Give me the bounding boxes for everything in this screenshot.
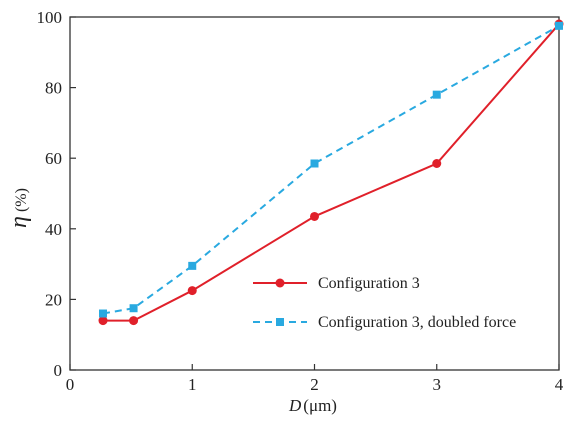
data-point-configuration-3 xyxy=(129,316,138,325)
y-axis-label: η (%) xyxy=(6,188,32,228)
y-tick-label: 40 xyxy=(45,220,62,239)
data-point-configuration-3-doubled-force xyxy=(433,91,441,99)
x-tick-label: 3 xyxy=(433,375,442,394)
legend: Configuration 3 Configuration 3, doubled … xyxy=(253,275,516,331)
x-tick-label: 0 xyxy=(66,375,75,394)
x-axis-symbol: D xyxy=(288,396,302,415)
x-tick-label: 2 xyxy=(310,375,319,394)
data-point-configuration-3-doubled-force xyxy=(188,262,196,270)
y-tick-label: 60 xyxy=(45,149,62,168)
y-tick-label: 0 xyxy=(54,361,63,380)
data-point-configuration-3 xyxy=(310,212,319,221)
legend-label: Configuration 3 xyxy=(318,275,420,292)
data-point-configuration-3-doubled-force xyxy=(311,159,319,167)
data-point-configuration-3-doubled-force xyxy=(555,22,563,30)
data-point-configuration-3 xyxy=(432,159,441,168)
y-axis-symbol: η xyxy=(6,216,32,228)
legend-marker xyxy=(276,318,284,326)
y-axis-unit: (%) xyxy=(13,188,30,212)
y-tick-label: 20 xyxy=(45,290,62,309)
x-axis-unit: (μm) xyxy=(303,396,337,415)
y-tick-label: 100 xyxy=(37,8,63,27)
x-tick-label: 1 xyxy=(188,375,197,394)
data-point-configuration-3-doubled-force xyxy=(99,310,107,318)
data-point-configuration-3-doubled-force xyxy=(130,304,138,312)
legend-label: Configuration 3, doubled force xyxy=(318,314,516,331)
x-tick-label: 4 xyxy=(555,375,564,394)
data-point-configuration-3 xyxy=(188,286,197,295)
legend-marker xyxy=(276,279,285,288)
x-axis-label: D (μm) xyxy=(288,396,337,415)
y-tick-label: 80 xyxy=(45,79,62,98)
series-line-configuration-3-doubled-force xyxy=(103,26,559,314)
